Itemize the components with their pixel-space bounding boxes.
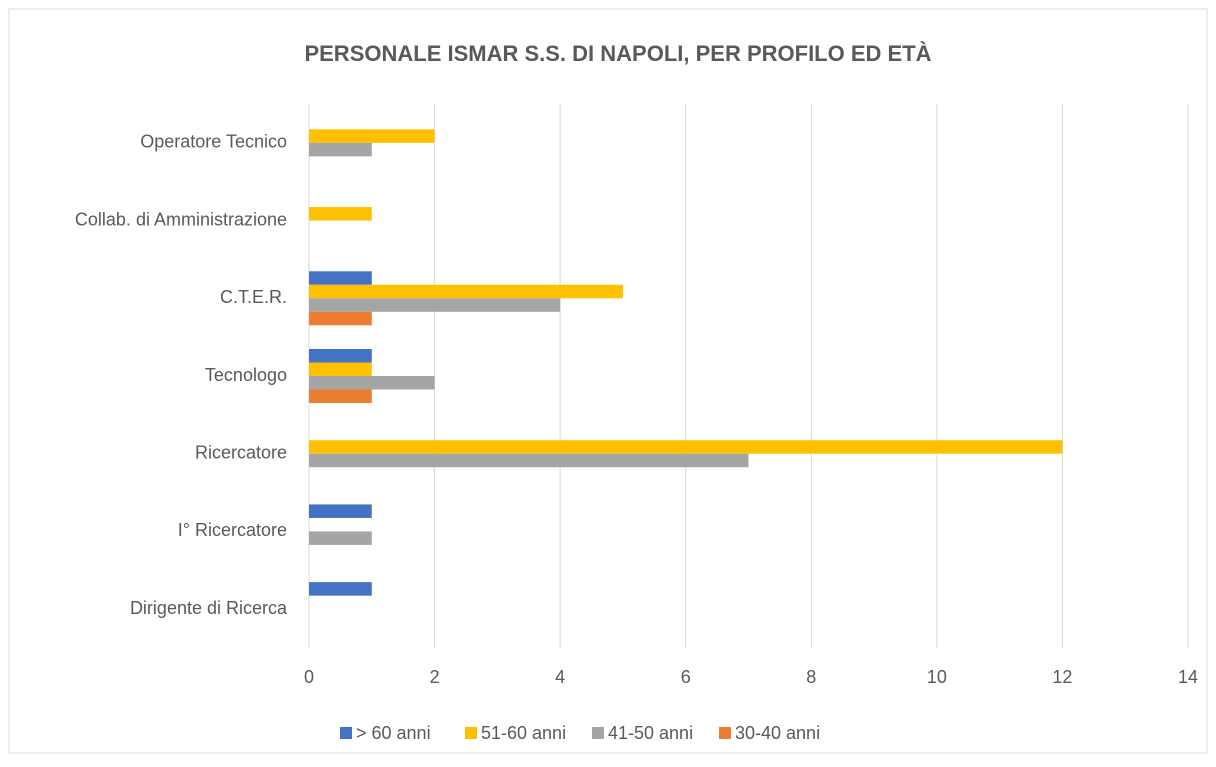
bar	[309, 129, 435, 143]
y-tick-label: C.T.E.R.	[220, 287, 287, 307]
chart-title: PERSONALE ISMAR S.S. DI NAPOLI, PER PROF…	[304, 41, 931, 66]
y-tick-label: Collab. di Amministrazione	[75, 209, 287, 229]
x-tick-label: 12	[1052, 667, 1072, 687]
bar	[309, 284, 623, 299]
x-tick-label: 10	[927, 667, 947, 687]
bar	[309, 271, 372, 285]
bar	[309, 582, 372, 596]
legend-label: 30-40 anni	[735, 723, 820, 743]
bar	[309, 531, 372, 545]
y-tick-label: Ricercatore	[195, 442, 287, 462]
bar	[309, 453, 749, 468]
legend-label: 41-50 anni	[608, 723, 693, 743]
y-tick-label: Dirigente di Ricerca	[130, 598, 288, 618]
x-tick-label: 8	[806, 667, 816, 687]
legend-swatch	[719, 727, 731, 739]
bar	[309, 349, 372, 363]
y-tick-label: Operatore Tecnico	[140, 132, 287, 152]
x-tick-label: 4	[555, 667, 565, 687]
legend-swatch	[340, 727, 352, 739]
bar	[309, 389, 372, 403]
legend-label: 51-60 anni	[481, 723, 566, 743]
chart-border	[8, 8, 1208, 754]
x-tick-label: 2	[430, 667, 440, 687]
bar	[309, 142, 372, 157]
bar	[309, 311, 372, 326]
legend-swatch	[592, 727, 604, 739]
legend-swatch	[465, 727, 477, 739]
y-tick-label: Tecnologo	[205, 365, 287, 385]
y-tick-label: I° Ricercatore	[178, 520, 287, 540]
bar	[309, 440, 1063, 454]
bar	[309, 376, 435, 390]
bar	[309, 362, 372, 376]
legend-label: > 60 anni	[356, 723, 431, 743]
x-tick-label: 14	[1178, 667, 1198, 687]
x-tick-label: 0	[304, 667, 314, 687]
bar	[309, 298, 561, 312]
bar	[309, 504, 372, 518]
x-tick-label: 6	[681, 667, 691, 687]
bar	[309, 207, 372, 221]
